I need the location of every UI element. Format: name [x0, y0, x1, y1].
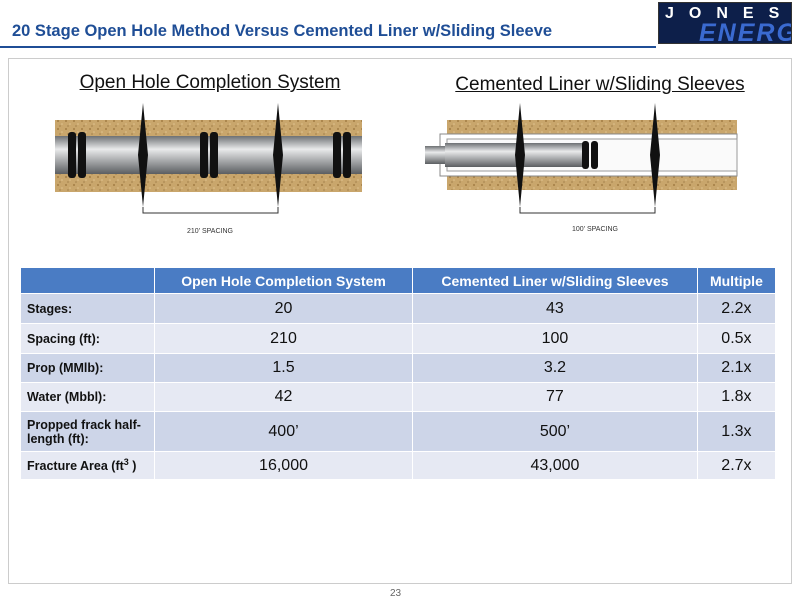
table-row: Water (Mbbl): 42 77 1.8x: [20, 382, 777, 412]
column-header: Cemented Liner w/Sliding Sleeves: [412, 267, 698, 294]
table-row: Spacing (ft): 210 100 0.5x: [20, 323, 777, 354]
row-label: Water (Mbbl):: [20, 382, 155, 412]
table-cell: 42: [153, 382, 414, 412]
comparison-table: Open Hole Completion System Cemented Line…: [20, 267, 777, 480]
diagram-title: Open Hole Completion System: [79, 72, 341, 93]
spacing-label: 210' SPACING: [187, 228, 233, 235]
header-row: Open Hole Completion System Cemented Line…: [20, 267, 777, 294]
spacing-label: 100' SPACING: [572, 226, 618, 233]
row-label: Spacing (ft):: [20, 323, 155, 354]
table-cell: 43: [412, 293, 698, 324]
row-label: Prop (MMlb):: [20, 353, 155, 383]
table-cell: 100: [412, 323, 698, 354]
title-rule: [0, 46, 656, 48]
row-label: Propped frack half-length (ft):: [20, 411, 155, 452]
column-header: Open Hole Completion System: [153, 267, 414, 294]
row-label-text: Prop (MMlb):: [27, 361, 104, 375]
row-label-text: Water (Mbbl):: [27, 390, 107, 404]
table-cell: 500’: [412, 411, 698, 452]
content-panel: [8, 58, 792, 584]
table-cell: 1.8x: [696, 382, 777, 412]
well-diagrams: 210' SPACING 100' SPACING: [55, 103, 738, 235]
table-row: Prop (MMlb): 1.5 3.2 2.1x: [20, 353, 777, 383]
table-cell: 2.1x: [696, 353, 777, 383]
slide-title: 20 Stage Open Hole Method Versus Cemente…: [12, 22, 553, 40]
table-cell: 43,000: [412, 451, 698, 480]
diagram-title: Cemented Liner w/Sliding Sleeves: [455, 74, 745, 95]
column-header: Multiple: [696, 267, 777, 294]
table-cell: 400’: [153, 411, 414, 452]
table-cell: 0.5x: [696, 323, 777, 354]
logo-top: JONES: [665, 5, 792, 22]
row-label-text: Fracture Area (ft: [27, 459, 124, 474]
page-number: 23: [390, 588, 402, 599]
table-body: Stages: 20 43 2.2x Spacing (ft): 210 100 0.5x Pr…: [20, 293, 777, 480]
row-label-text: Propped frack half-length (ft):: [27, 417, 141, 446]
table-cell: 1.3x: [696, 411, 777, 452]
table-cell: 77: [412, 382, 698, 412]
table-row: Stages: 20 43 2.2x: [20, 293, 777, 324]
row-label: Fracture Area (ft3 ): [20, 451, 155, 480]
table-cell: 16,000: [153, 451, 414, 480]
row-label-text: Stages:: [27, 301, 73, 316]
header-cell: [20, 267, 155, 294]
table-row: Fracture Area (ft3 ) 16,000 43,000 2.7x: [20, 451, 777, 480]
table-row: Propped frack half-length (ft): 400’ 500’ 1…: [20, 411, 777, 452]
table-cell: 20: [153, 293, 414, 324]
logo: ENERGY JONES: [658, 2, 792, 44]
table-cell: 210: [153, 323, 414, 354]
table-cell: 2.7x: [696, 451, 777, 480]
row-label-end: ): [128, 459, 137, 474]
logo-bottom: ENERGY: [699, 19, 791, 44]
row-label-sup: 3: [123, 457, 129, 468]
row-label-text: Spacing (ft):: [27, 331, 100, 346]
row-label: Stages:: [20, 293, 155, 324]
table-cell: 1.5: [153, 353, 414, 383]
table-cell: 2.2x: [696, 293, 777, 324]
table-cell: 3.2: [412, 353, 698, 383]
